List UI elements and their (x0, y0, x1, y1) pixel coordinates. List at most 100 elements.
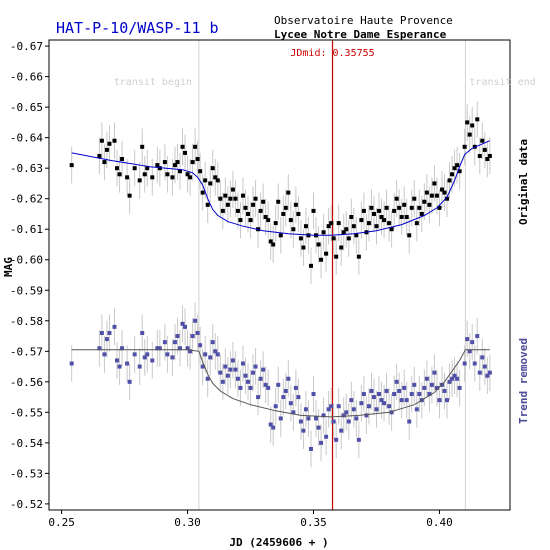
data-point (334, 437, 339, 442)
data-point (354, 416, 359, 421)
data-point (273, 221, 278, 226)
data-point (69, 361, 74, 366)
data-point (482, 147, 487, 152)
data-point (205, 376, 210, 381)
data-point (258, 376, 263, 381)
data-point (346, 419, 351, 424)
data-point (414, 221, 419, 226)
data-point (127, 379, 132, 384)
data-point (190, 160, 195, 165)
data-point (404, 215, 409, 220)
data-point (261, 199, 266, 204)
data-point (422, 385, 427, 390)
data-point (331, 236, 336, 241)
data-point (296, 395, 301, 400)
data-point (311, 208, 316, 213)
data-point (215, 352, 220, 357)
data-point (195, 330, 200, 335)
data-point (104, 147, 109, 152)
data-point (306, 416, 311, 421)
data-point (366, 221, 371, 226)
data-point (150, 175, 155, 180)
data-point (276, 382, 281, 387)
data-point (102, 352, 107, 357)
data-point (414, 407, 419, 412)
data-point (251, 370, 256, 375)
data-point (218, 370, 223, 375)
y-tick-label: -0.58 (10, 315, 43, 328)
data-point (253, 364, 258, 369)
data-point (437, 398, 442, 403)
data-point (183, 150, 188, 155)
data-point (213, 175, 218, 180)
data-point (366, 404, 371, 409)
model-curve-trend-removed (71, 349, 490, 418)
data-point (193, 144, 198, 149)
data-point (429, 193, 434, 198)
data-point (246, 379, 251, 384)
data-point (311, 392, 316, 397)
data-point (281, 395, 286, 400)
data-point (230, 358, 235, 363)
y-tick-label: -0.61 (10, 223, 43, 236)
data-point (442, 190, 447, 195)
data-point (155, 163, 160, 168)
data-point (268, 239, 273, 244)
data-point (112, 138, 117, 143)
data-point (450, 376, 455, 381)
data-point (344, 227, 349, 232)
data-point (377, 392, 382, 397)
data-point (407, 233, 412, 238)
data-point (336, 404, 341, 409)
data-point (145, 166, 150, 171)
data-point (379, 215, 384, 220)
data-point (462, 361, 467, 366)
data-point (243, 373, 248, 378)
data-point (183, 324, 188, 329)
data-point (316, 242, 321, 247)
data-point (377, 208, 382, 213)
y-tick-label: -0.53 (10, 467, 43, 480)
data-point (188, 175, 193, 180)
data-point (298, 236, 303, 241)
data-point (190, 334, 195, 339)
data-point (240, 361, 245, 366)
data-point (298, 419, 303, 424)
data-point (445, 196, 450, 201)
data-point (203, 178, 208, 183)
data-point (462, 144, 467, 149)
data-point (485, 373, 490, 378)
data-point (329, 404, 334, 409)
data-point (389, 410, 394, 415)
data-point (142, 172, 147, 177)
data-point (97, 153, 102, 158)
data-point (470, 340, 475, 345)
data-point (467, 132, 472, 137)
data-point (281, 211, 286, 216)
series-label-trend-removed: Trend removed (517, 338, 530, 424)
data-point (220, 379, 225, 384)
data-point (271, 242, 276, 247)
data-point (157, 346, 162, 351)
data-point (233, 367, 238, 372)
data-point (475, 117, 480, 122)
data-point (485, 157, 490, 162)
data-point (177, 169, 182, 174)
data-point (341, 230, 346, 235)
data-point (351, 407, 356, 412)
data-point (351, 224, 356, 229)
data-point (228, 367, 233, 372)
y-tick-label: -0.62 (10, 193, 43, 206)
data-point (195, 157, 200, 162)
data-point (427, 392, 432, 397)
data-point (331, 419, 336, 424)
data-point (359, 218, 364, 223)
data-point (326, 224, 331, 229)
data-point (203, 352, 208, 357)
data-point (361, 208, 366, 213)
data-point (409, 392, 414, 397)
data-point (374, 224, 379, 229)
data-point (432, 370, 437, 375)
data-point (210, 340, 215, 345)
